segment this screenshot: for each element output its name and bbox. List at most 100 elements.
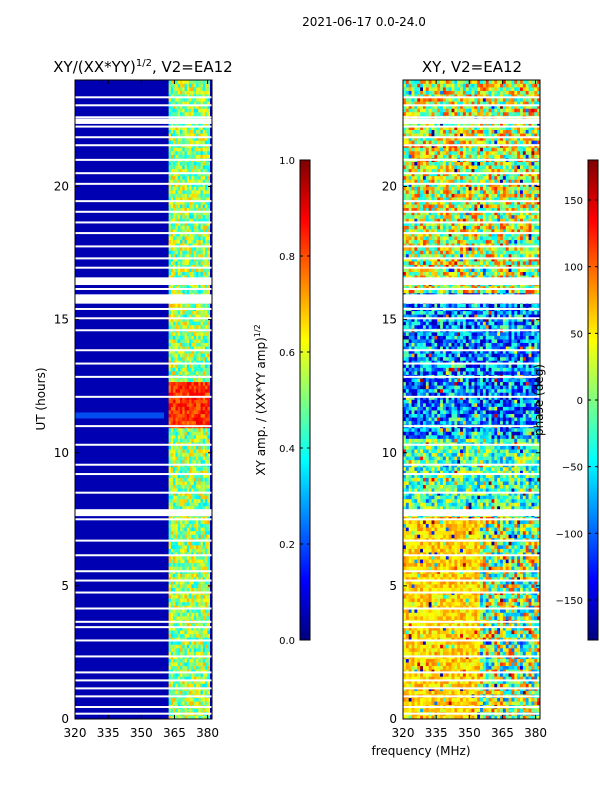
flagged-row [75,554,212,556]
left-panel-title-main: XY/(XX*YY) [53,58,136,76]
flagged-band [75,119,212,124]
flagged-row [403,464,540,466]
flagged-row [75,136,212,138]
amplitude-colorbar [300,160,310,640]
flagged-row [403,396,540,398]
flagged-row [403,211,540,213]
left-y-tick-label: 0 [61,712,69,726]
flagged-row [75,639,212,641]
left-x-tick-label: 380 [196,726,219,740]
left-y-tick-label: 20 [54,180,69,194]
left-x-tick-label: 335 [97,726,120,740]
flagged-row [403,172,540,174]
flagged-row [75,363,212,365]
right-y-tick-label: 20 [382,180,397,194]
flagged-row [403,317,540,319]
phase-colorbar-tick-label: 150 [564,196,583,207]
flagged-row [403,232,540,234]
flagged-band [75,294,212,303]
phase-colorbar-tick-label: 50 [570,329,583,340]
flagged-row [403,136,540,138]
flagged-row [75,464,212,466]
flagged-row [75,621,212,623]
flagged-row [75,626,212,628]
flagged-row [403,104,540,106]
flagged-row [403,126,540,128]
right-x-tick-label: 365 [491,726,514,740]
flagged-row [403,308,540,310]
flagged-row [75,329,212,331]
flagged-row [403,592,540,594]
left-y-tick-label: 5 [61,579,69,593]
flagged-row [403,580,540,582]
phase-colorbar-tick-label: 100 [564,263,583,274]
flagged-row [75,687,212,689]
flagged-row [403,473,540,475]
amplitude-colorbar-tick-label: 0.8 [279,252,295,263]
flagged-row [75,396,212,398]
flagged-row [75,376,212,378]
flagged-row [403,329,540,331]
phase-heatmap [403,80,540,719]
right-x-tick-label: 350 [458,726,481,740]
flagged-row [403,679,540,681]
amplitude-colorbar-tick-label: 0.6 [279,348,295,359]
flagged-row [75,608,212,610]
flagged-row [403,116,540,118]
right-y-tick-label: 15 [382,313,397,327]
flagged-row [403,695,540,697]
flagged-band [403,294,540,303]
flagged-row [75,679,212,681]
flagged-row [75,144,212,146]
flagged-row [403,349,540,351]
flagged-row [403,221,540,223]
phase-colorbar-label: phase (deg) [532,364,546,436]
amplitude-heatmap [75,80,212,719]
amplitude-colorbar-tick-label: 0.0 [279,636,295,647]
flagged-row [75,267,212,269]
flagged-band [75,278,212,285]
left-x-tick-label: 365 [163,726,186,740]
flagged-row [75,518,212,520]
flagged-row [75,592,212,594]
flagged-row [403,363,540,365]
phase-colorbar-tick-label: 0 [577,396,583,407]
left-panel-title-exponent: 1/2 [136,58,152,69]
flagged-row [403,257,540,259]
amplitude-colorbar-tick-label: 1.0 [279,156,295,167]
amplitude-colorbar-tick-label: 0.2 [279,540,295,551]
flagged-row [75,655,212,657]
right-x-tick-label: 380 [524,726,547,740]
flagged-row [75,317,212,319]
amplitude-colorbar-tick-label: 0.4 [279,444,295,455]
flagged-row [75,245,212,247]
figure-suptitle: 2021-06-17 0.0-24.0 [302,15,426,29]
phase-colorbar-tick-label: −150 [556,596,583,607]
right-y-tick-label: 5 [389,579,397,593]
flagged-row [75,96,212,98]
flagged-row [403,540,540,542]
left-panel-title-suffix: , V2=EA12 [152,58,233,76]
phase-colorbar-tick-label: −50 [562,463,583,474]
flagged-row [75,671,212,673]
flagged-row [75,104,212,106]
right-y-tick-label: 10 [382,446,397,460]
flagged-row [75,580,212,582]
flagged-band [75,509,212,516]
flagged-row [403,267,540,269]
flagged-row [75,473,212,475]
flagged-row [403,96,540,98]
flagged-row [403,687,540,689]
flagged-row [403,492,540,494]
left-y-tick-label: 15 [54,313,69,327]
flagged-row [75,257,212,259]
flagged-row [403,376,540,378]
flagged-row [403,671,540,673]
right-x-tick-label: 335 [425,726,448,740]
amplitude-colorbar-label: XY amp. / (XX*YY amp)1/2 [253,324,268,475]
flagged-row [403,655,540,657]
flagged-row [403,200,540,202]
flagged-row [75,232,212,234]
flagged-row [403,245,540,247]
flagged-row [75,695,212,697]
